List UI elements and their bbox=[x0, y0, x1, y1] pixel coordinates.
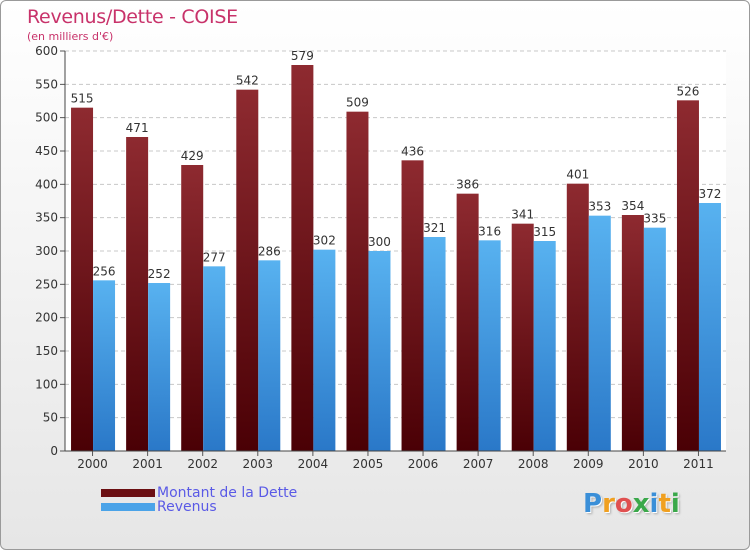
bar-revenus bbox=[368, 251, 391, 451]
x-tick-label: 2000 bbox=[77, 457, 108, 471]
bar-dette bbox=[511, 223, 534, 451]
x-tick-label: 2006 bbox=[408, 457, 439, 471]
data-label-revenus: 316 bbox=[478, 224, 501, 238]
data-label-revenus: 353 bbox=[588, 200, 611, 214]
legend: Montant de la Dette Revenus bbox=[101, 486, 297, 514]
legend-item-debt: Montant de la Dette bbox=[101, 486, 297, 500]
chart-title: Revenus/Dette - COISE bbox=[27, 6, 238, 28]
logo-letter: x bbox=[632, 489, 650, 519]
bar-dette bbox=[346, 111, 369, 452]
bar-dette bbox=[401, 160, 424, 452]
bar-dette bbox=[71, 107, 94, 452]
y-tick-label: 350 bbox=[35, 211, 58, 225]
data-label-revenus: 277 bbox=[203, 250, 226, 264]
bar-dette bbox=[181, 165, 204, 451]
bar-revenus bbox=[588, 215, 611, 451]
x-tick-label: 2007 bbox=[463, 457, 494, 471]
data-label-dette: 526 bbox=[677, 84, 700, 98]
bar-revenus bbox=[203, 266, 226, 451]
data-label-revenus: 286 bbox=[258, 244, 281, 258]
data-label-dette: 429 bbox=[181, 149, 204, 163]
data-label-revenus: 256 bbox=[93, 264, 116, 278]
bar-dette bbox=[126, 137, 149, 451]
data-label-revenus: 321 bbox=[423, 221, 446, 235]
data-label-revenus: 302 bbox=[313, 234, 336, 248]
y-tick-label: 100 bbox=[35, 377, 58, 391]
logo-letter: r bbox=[602, 489, 615, 519]
bar-revenus bbox=[258, 260, 281, 451]
logo-letter: t bbox=[658, 489, 671, 519]
bar-dette bbox=[676, 100, 699, 451]
y-tick-label: 300 bbox=[35, 244, 58, 258]
bar-dette bbox=[566, 183, 589, 451]
data-label-revenus: 315 bbox=[533, 225, 556, 239]
y-tick-label: 500 bbox=[35, 111, 58, 125]
x-tick-label: 2008 bbox=[518, 457, 549, 471]
x-tick-label: 2003 bbox=[243, 457, 274, 471]
bar-dette bbox=[456, 193, 479, 451]
bar-dette bbox=[291, 65, 314, 451]
chart-subtitle: (en milliers d'€) bbox=[27, 30, 114, 43]
legend-item-revenus: Revenus bbox=[101, 500, 297, 514]
x-tick-label: 2010 bbox=[628, 457, 659, 471]
logo-letter: P bbox=[583, 489, 603, 519]
legend-swatch-debt bbox=[101, 489, 155, 497]
bar-revenus bbox=[533, 241, 556, 451]
x-tick-label: 2005 bbox=[353, 457, 384, 471]
y-tick-label: 400 bbox=[35, 177, 58, 191]
x-tick-label: 2011 bbox=[683, 457, 714, 471]
legend-label-revenus: Revenus bbox=[157, 499, 217, 515]
data-label-dette: 386 bbox=[456, 178, 479, 192]
y-tick-label: 450 bbox=[35, 144, 58, 158]
data-label-dette: 579 bbox=[291, 49, 314, 63]
y-tick-label: 50 bbox=[43, 411, 58, 425]
y-tick-label: 0 bbox=[50, 444, 58, 458]
data-label-dette: 354 bbox=[621, 199, 644, 213]
data-label-dette: 471 bbox=[126, 121, 149, 135]
data-label-revenus: 300 bbox=[368, 235, 391, 249]
bar-revenus bbox=[643, 227, 666, 451]
bar-revenus bbox=[148, 283, 171, 451]
logo-letter: i bbox=[670, 489, 680, 519]
bar-revenus bbox=[478, 240, 501, 451]
proxiti-logo: Proxiti bbox=[583, 489, 680, 519]
bar-dette bbox=[236, 89, 259, 452]
y-tick-label: 250 bbox=[35, 277, 58, 291]
data-label-revenus: 335 bbox=[643, 212, 666, 226]
x-tick-label: 2002 bbox=[187, 457, 218, 471]
bar-dette bbox=[621, 215, 644, 451]
bar-revenus bbox=[93, 280, 116, 451]
bar-revenus bbox=[423, 237, 446, 451]
data-label-dette: 436 bbox=[401, 144, 424, 158]
y-tick-label: 550 bbox=[35, 77, 58, 91]
bar-revenus bbox=[313, 249, 336, 451]
data-label-dette: 515 bbox=[71, 92, 94, 106]
data-label-dette: 341 bbox=[511, 208, 534, 222]
legend-swatch-revenus bbox=[101, 503, 155, 511]
data-label-dette: 401 bbox=[566, 168, 589, 182]
data-label-revenus: 372 bbox=[699, 187, 722, 201]
x-tick-label: 2009 bbox=[573, 457, 604, 471]
data-label-dette: 509 bbox=[346, 96, 369, 110]
x-tick-label: 2004 bbox=[298, 457, 329, 471]
y-tick-label: 200 bbox=[35, 311, 58, 325]
logo-letter: o bbox=[614, 489, 633, 519]
data-label-revenus: 252 bbox=[148, 267, 171, 281]
data-label-dette: 542 bbox=[236, 74, 259, 88]
y-tick-label: 600 bbox=[35, 44, 58, 58]
logo-letter: i bbox=[649, 489, 659, 519]
y-tick-label: 150 bbox=[35, 344, 58, 358]
x-tick-label: 2001 bbox=[132, 457, 163, 471]
bar-revenus bbox=[698, 203, 721, 451]
legend-label-debt: Montant de la Dette bbox=[157, 485, 298, 501]
